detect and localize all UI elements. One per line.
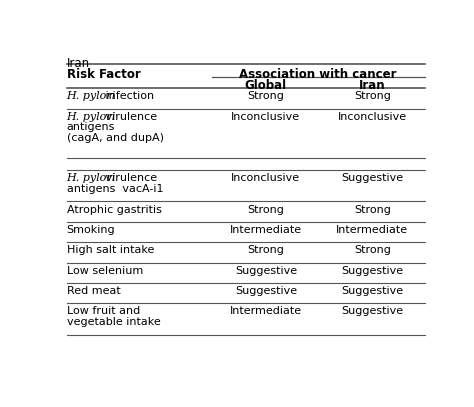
Text: Intermediate: Intermediate (337, 225, 409, 235)
Text: H. pylori: H. pylori (66, 173, 116, 183)
Text: Suggestive: Suggestive (235, 266, 297, 276)
Text: Atrophic gastritis: Atrophic gastritis (66, 205, 162, 214)
Text: Intermediate: Intermediate (230, 225, 302, 235)
Text: High salt intake: High salt intake (66, 245, 154, 255)
Text: infection: infection (102, 91, 155, 101)
Text: Strong: Strong (247, 91, 284, 101)
Text: Strong: Strong (247, 205, 284, 214)
Text: Inconclusive: Inconclusive (231, 173, 301, 183)
Text: Suggestive: Suggestive (341, 266, 403, 276)
Text: Intermediate: Intermediate (230, 306, 302, 317)
Text: Suggestive: Suggestive (341, 306, 403, 317)
Text: Iran: Iran (66, 57, 90, 70)
Text: Risk Factor: Risk Factor (66, 68, 140, 81)
Text: Suggestive: Suggestive (341, 286, 403, 296)
Text: (cagA, and dupA): (cagA, and dupA) (66, 133, 164, 143)
Text: virulence: virulence (102, 173, 157, 183)
Text: Iran: Iran (359, 79, 386, 92)
Text: Inconclusive: Inconclusive (231, 112, 301, 122)
Text: Low selenium: Low selenium (66, 266, 143, 276)
Text: Red meat: Red meat (66, 286, 120, 296)
Text: Strong: Strong (247, 245, 284, 255)
Text: vegetable intake: vegetable intake (66, 317, 160, 327)
Text: H. pylori: H. pylori (66, 91, 116, 101)
Text: Smoking: Smoking (66, 225, 115, 235)
Text: antigens  vacA-i1: antigens vacA-i1 (66, 184, 163, 194)
Text: Suggestive: Suggestive (235, 286, 297, 296)
Text: Strong: Strong (354, 205, 391, 214)
Text: Association with cancer: Association with cancer (239, 68, 397, 81)
Text: virulence: virulence (102, 112, 157, 122)
Text: H. pylori: H. pylori (66, 112, 116, 122)
Text: Low fruit and: Low fruit and (66, 306, 140, 317)
Text: Strong: Strong (354, 91, 391, 101)
Text: Inconclusive: Inconclusive (338, 112, 407, 122)
Text: Strong: Strong (354, 245, 391, 255)
Text: Suggestive: Suggestive (341, 173, 403, 183)
Text: Global: Global (245, 79, 287, 92)
Text: antigens: antigens (66, 123, 115, 133)
